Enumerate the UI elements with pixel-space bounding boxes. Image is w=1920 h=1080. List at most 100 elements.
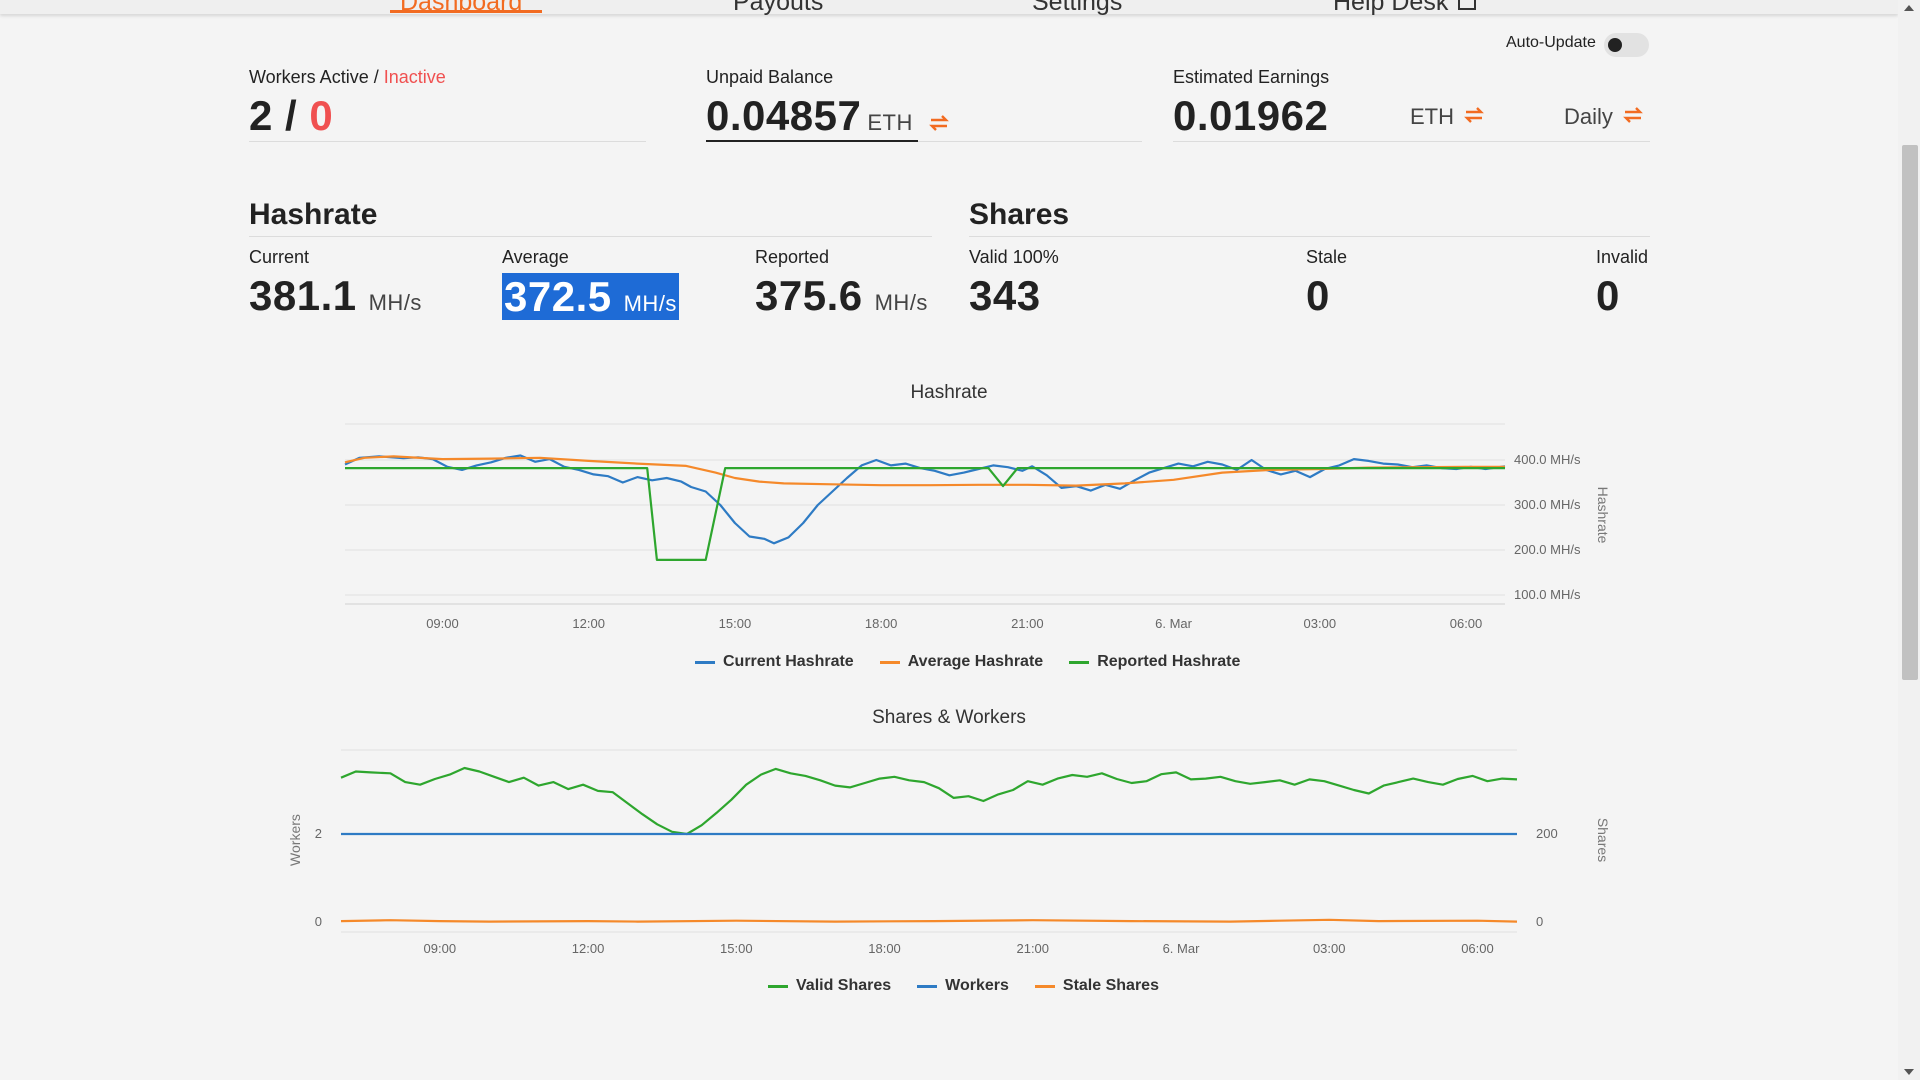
shares-x-tick: 21:00 bbox=[1016, 941, 1049, 956]
legend-swatch-workers bbox=[917, 984, 938, 988]
hashrate-y-tick: 400.0 MH/s bbox=[1514, 452, 1581, 467]
workers-active-label: Workers Active bbox=[249, 67, 369, 87]
earnings-period: Daily bbox=[1564, 104, 1613, 129]
tab-settings[interactable]: Settings bbox=[1032, 0, 1123, 16]
legend-swatch-stale bbox=[1034, 984, 1055, 988]
legend-current-label: Current Hashrate bbox=[723, 653, 854, 670]
legend-reported-label: Reported Hashrate bbox=[1097, 653, 1241, 670]
period-swap-icon bbox=[1623, 105, 1643, 131]
selected-text-highlight: 372.5 MH/s bbox=[502, 273, 679, 320]
page-scrollbar[interactable] bbox=[1898, 0, 1920, 1080]
legend-workers-label: Workers bbox=[945, 977, 1009, 994]
scroll-up-icon[interactable] bbox=[1904, 5, 1914, 11]
valid-shares-value: 343 bbox=[969, 272, 1041, 319]
hashrate-series-reported bbox=[345, 467, 1505, 562]
workers-y-axis-title: Workers bbox=[287, 814, 303, 866]
toggle-knob bbox=[1608, 38, 1622, 52]
legend-average-hashrate[interactable]: Average Hashrate bbox=[879, 653, 1044, 671]
unpaid-balance-amount: 0.04857 bbox=[706, 92, 862, 139]
invalid-shares-value: 0 bbox=[1596, 272, 1620, 319]
hashrate-x-tick: 21:00 bbox=[1011, 616, 1044, 631]
scroll-down-icon[interactable] bbox=[1904, 1069, 1914, 1075]
tab-payouts[interactable]: Payouts bbox=[733, 0, 824, 16]
shares-y-tick: 200 bbox=[1536, 826, 1558, 841]
reported-hashrate-label: Reported bbox=[755, 247, 830, 267]
legend-swatch-reported bbox=[1069, 660, 1090, 664]
current-hashrate-unit: MH/s bbox=[368, 290, 422, 315]
average-hashrate-unit: MH/s bbox=[623, 291, 677, 316]
unpaid-balance-active-underline bbox=[706, 140, 918, 142]
hashrate-section-title: Hashrate bbox=[249, 198, 378, 231]
workers-y-tick: 2 bbox=[315, 826, 322, 841]
shares-x-tick: 15:00 bbox=[720, 941, 753, 956]
hashrate-y-tick: 100.0 MH/s bbox=[1514, 587, 1581, 602]
legend-swatch-current bbox=[695, 660, 715, 664]
unpaid-balance-value: 0.04857 ETH bbox=[706, 92, 949, 143]
hashrate-x-tick: 09:00 bbox=[426, 616, 459, 631]
external-link-icon bbox=[1458, 0, 1477, 10]
tab-help-desk[interactable]: Help Desk bbox=[1333, 0, 1477, 17]
legend-average-label: Average Hashrate bbox=[907, 653, 1044, 670]
estimated-earnings-value: 0.01962 bbox=[1173, 92, 1329, 139]
shares-x-tick: 09:00 bbox=[424, 941, 457, 956]
average-hashrate-number: 372.5 bbox=[504, 273, 612, 320]
current-hashrate-label: Current bbox=[249, 247, 310, 267]
shares-x-tick: 12:00 bbox=[572, 941, 605, 956]
shares-x-tick: 18:00 bbox=[868, 941, 901, 956]
hashrate-x-tick: 03:00 bbox=[1304, 616, 1337, 631]
shares-x-tick: 06:00 bbox=[1461, 941, 1494, 956]
currency-swap-icon[interactable] bbox=[929, 95, 949, 143]
legend-workers[interactable]: Workers bbox=[917, 977, 1009, 995]
shares-x-tick: 6. Mar bbox=[1163, 941, 1201, 956]
shares-section-divider bbox=[969, 236, 1650, 237]
legend-stale-shares[interactable]: Stale Shares bbox=[1034, 977, 1159, 995]
legend-current-hashrate[interactable]: Current Hashrate bbox=[695, 653, 854, 671]
unpaid-divider bbox=[918, 141, 1142, 142]
legend-valid-shares[interactable]: Valid Shares bbox=[768, 977, 891, 995]
scroll-thumb[interactable] bbox=[1902, 145, 1918, 680]
unit-swap-icon bbox=[1464, 105, 1485, 131]
workers-label-separator: / bbox=[368, 67, 384, 87]
earnings-unit-selector[interactable]: ETH bbox=[1410, 104, 1485, 131]
earnings-unit: ETH bbox=[1410, 104, 1454, 129]
tab-help-desk-label: Help Desk bbox=[1333, 0, 1449, 16]
hashrate-y-tick: 300.0 MH/s bbox=[1514, 497, 1581, 512]
valid-shares-label: Valid 100% bbox=[969, 247, 1059, 267]
workers-active-count: 2 bbox=[249, 92, 273, 139]
reported-hashrate-value: 375.6 MH/s bbox=[755, 272, 928, 320]
shares-x-tick: 03:00 bbox=[1313, 941, 1346, 956]
stale-shares-value: 0 bbox=[1306, 272, 1330, 319]
shares-y-axis-title: Shares bbox=[1595, 818, 1611, 862]
earnings-period-selector[interactable]: Daily bbox=[1564, 104, 1643, 131]
legend-valid-label: Valid Shares bbox=[796, 977, 892, 994]
reported-hashrate-unit: MH/s bbox=[874, 290, 928, 315]
average-hashrate-value: 372.5 MH/s bbox=[502, 273, 679, 321]
legend-swatch-average bbox=[879, 660, 900, 664]
workers-inactive-count: 0 bbox=[309, 92, 334, 139]
hashrate-x-tick: 06:00 bbox=[1450, 616, 1483, 631]
unpaid-balance-unit: ETH bbox=[867, 110, 913, 135]
current-hashrate-number: 381.1 bbox=[249, 272, 357, 319]
earnings-divider bbox=[1173, 141, 1650, 142]
workers-label: Workers Active / Inactive bbox=[249, 67, 446, 88]
invalid-shares-label: Invalid bbox=[1596, 247, 1649, 267]
top-navigation: Dashboard Payouts Settings Help Desk bbox=[0, 0, 1898, 17]
hashrate-section-divider bbox=[249, 236, 932, 237]
estimated-earnings-label: Estimated Earnings bbox=[1173, 67, 1330, 87]
hashrate-x-tick: 18:00 bbox=[865, 616, 898, 631]
active-tab-underline bbox=[390, 10, 542, 13]
reported-hashrate-number: 375.6 bbox=[755, 272, 863, 319]
shares-workers-chart-title: Shares & Workers bbox=[872, 707, 1026, 728]
workers-inactive-label: Inactive bbox=[383, 67, 446, 87]
hashrate-chart-legend: Current Hashrate Average Hashrate Report… bbox=[695, 653, 1240, 671]
hashrate-series-current bbox=[344, 454, 1506, 545]
unpaid-balance-label: Unpaid Balance bbox=[706, 67, 834, 87]
workers-y-tick: 0 bbox=[315, 914, 322, 929]
legend-swatch-valid bbox=[768, 984, 788, 988]
auto-update-toggle[interactable] bbox=[1604, 33, 1649, 57]
shares-series-stale bbox=[340, 918, 1518, 923]
average-hashrate-label: Average bbox=[502, 247, 569, 267]
hashrate-chart-title: Hashrate bbox=[910, 382, 988, 403]
legend-reported-hashrate[interactable]: Reported Hashrate bbox=[1069, 653, 1240, 671]
